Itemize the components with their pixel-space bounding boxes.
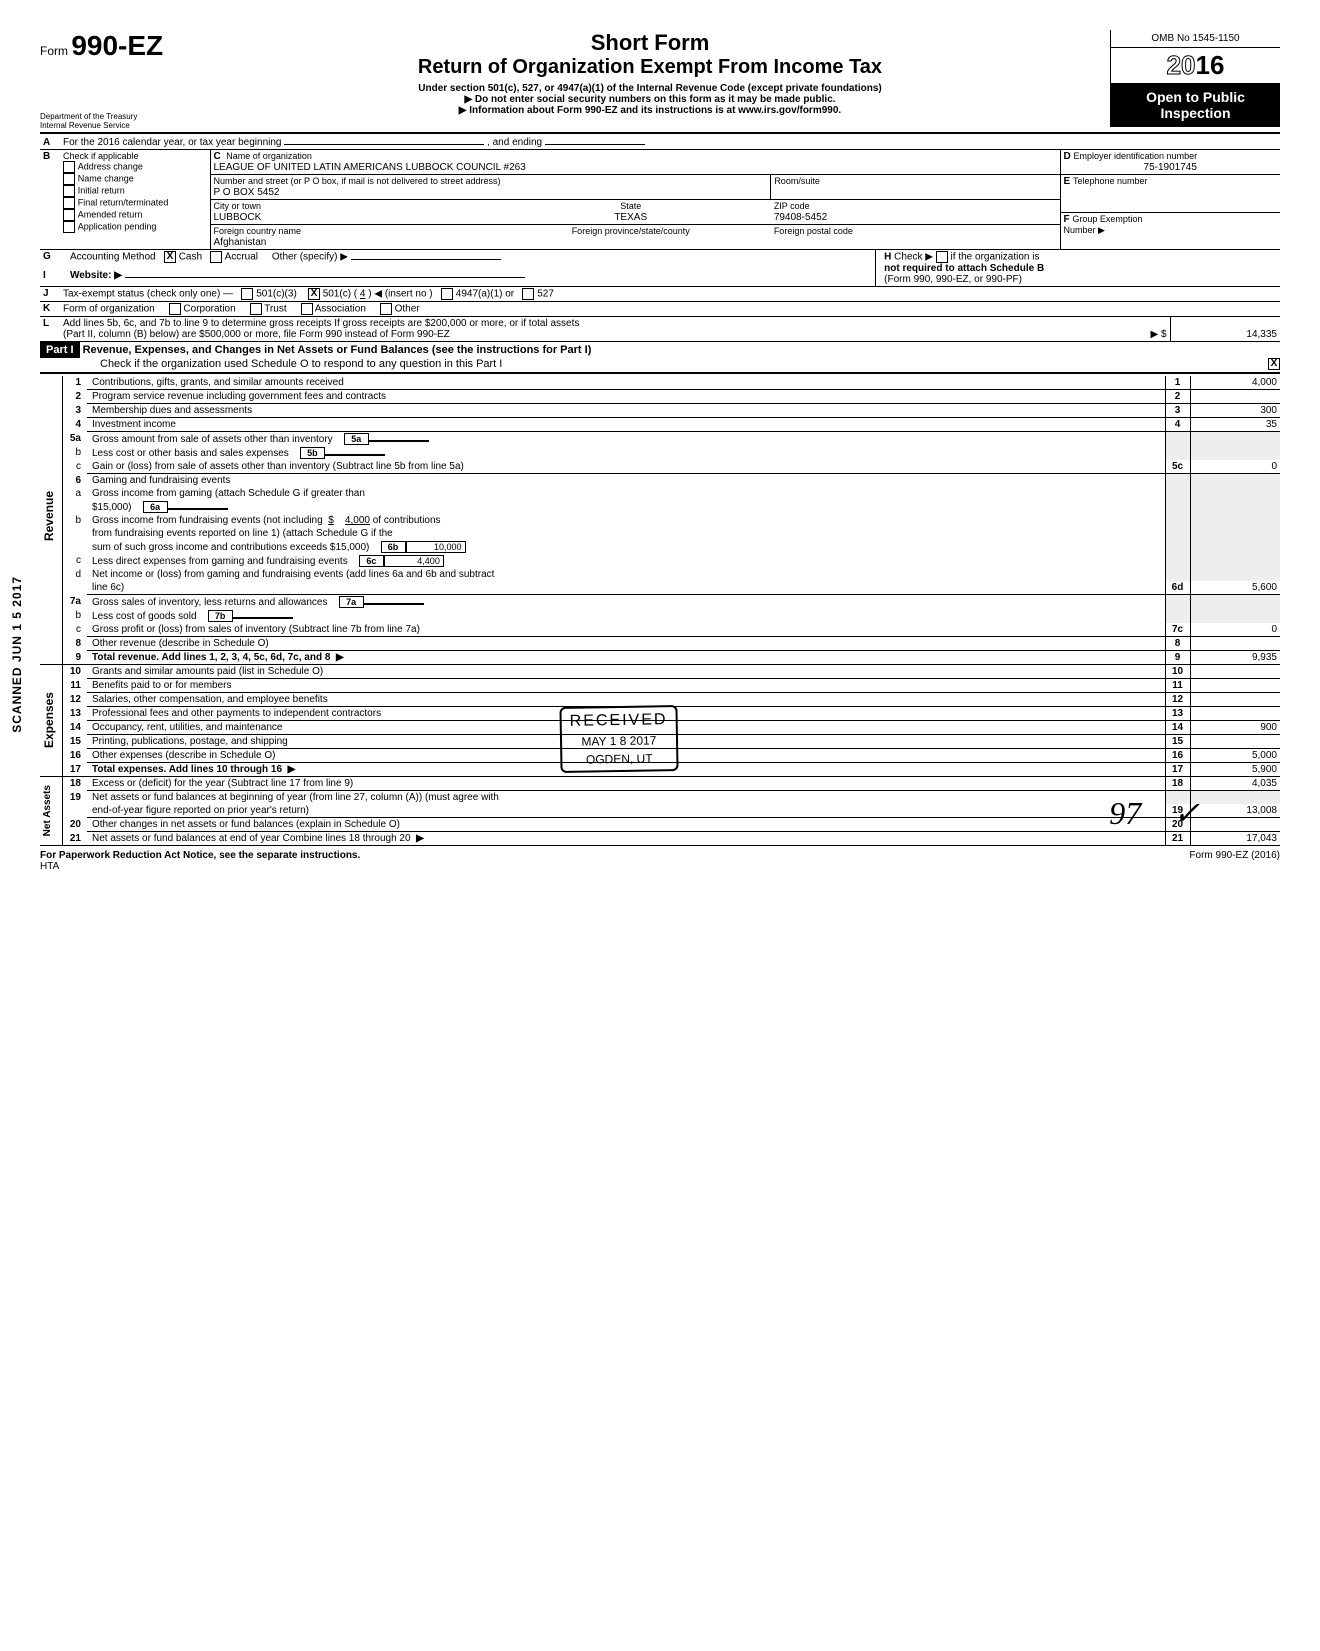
page-footer: For Paperwork Reduction Act Notice, see … <box>40 850 1280 872</box>
app-pending-checkbox[interactable] <box>63 221 75 233</box>
trust-checkbox[interactable] <box>250 303 262 315</box>
expenses-label: Expenses <box>40 687 58 753</box>
line-1-desc: Contributions, gifts, grants, and simila… <box>87 376 1165 390</box>
section-a-label: A <box>40 136 60 149</box>
state: TEXAS <box>614 212 647 223</box>
cash-checkbox[interactable]: X <box>164 251 176 263</box>
street-address: P O BOX 5452 <box>214 187 280 198</box>
amended-return-checkbox[interactable] <box>63 209 75 221</box>
line-14-amt: 900 <box>1190 721 1280 735</box>
identity-block: B Check if applicable Address change Nam… <box>40 150 1280 249</box>
form-header: Form 990-EZ Department of the Treasury I… <box>40 30 1280 130</box>
line-19-amt: 13,008 <box>1190 804 1280 818</box>
dept-label: Department of the Treasury <box>40 112 190 121</box>
other-org-checkbox[interactable] <box>380 303 392 315</box>
line-7c-amt: 0 <box>1190 623 1280 637</box>
4947-checkbox[interactable] <box>441 288 453 300</box>
line-6d-amt: 5,600 <box>1190 581 1280 595</box>
tax-year: 20201616 <box>1111 48 1280 83</box>
address-change-checkbox[interactable] <box>63 161 75 173</box>
foreign-country: Afghanistan <box>214 237 267 248</box>
short-form-title: Short Form <box>200 30 1100 56</box>
schedule-o-checkbox[interactable]: X <box>1268 358 1280 370</box>
section-a: A For the 2016 calendar year, or tax yea… <box>40 136 1280 149</box>
line-3-amt: 300 <box>1190 404 1280 418</box>
signature-mark: 97 ✓ <box>1109 794 1200 832</box>
name-change-checkbox[interactable] <box>63 173 75 185</box>
g-through-l: G Accounting Method X Cash Accrual Other… <box>40 250 1280 286</box>
zip: 79408-5452 <box>774 212 827 223</box>
section-b-label: B <box>40 150 60 249</box>
assoc-checkbox[interactable] <box>301 303 313 315</box>
subtitle-1: Under section 501(c), 527, or 4947(a)(1)… <box>200 83 1100 94</box>
received-stamp: RECEIVED MAY 1 8 2017 OGDEN, UT <box>560 706 678 772</box>
501c-checkbox[interactable]: X <box>308 288 320 300</box>
line-6b-amt: 10,000 <box>406 541 466 553</box>
line-21-amt: 17,043 <box>1190 832 1280 846</box>
final-return-checkbox[interactable] <box>63 197 75 209</box>
line-5c-amt: 0 <box>1190 460 1280 474</box>
subtitle-2: ▶ Do not enter social security numbers o… <box>200 94 1100 105</box>
527-checkbox[interactable] <box>522 288 534 300</box>
line-9-amt: 9,935 <box>1190 651 1280 665</box>
scanned-stamp: SCANNED JUN 1 5 2017 <box>10 576 24 733</box>
sched-b-checkbox[interactable] <box>936 251 948 263</box>
ein: 75-1901745 <box>1064 162 1278 173</box>
org-name: LEAGUE OF UNITED LATIN AMERICANS LUBBOCK… <box>214 162 526 173</box>
omb-number: OMB No 1545-1150 <box>1111 30 1280 48</box>
accrual-checkbox[interactable] <box>210 251 222 263</box>
city: LUBBOCK <box>214 212 262 223</box>
line-17-amt: 5,900 <box>1190 763 1280 777</box>
irs-label: Internal Revenue Service <box>40 121 190 130</box>
line-6c-amt: 4,400 <box>384 555 444 567</box>
line-1-amt: 4,000 <box>1190 376 1280 390</box>
line-4-amt: 35 <box>1190 418 1280 432</box>
return-title: Return of Organization Exempt From Incom… <box>200 56 1100 79</box>
part-1-header: Part I Revenue, Expenses, and Changes in… <box>40 342 1280 370</box>
check-if-applicable: Check if applicable <box>63 151 207 161</box>
corp-checkbox[interactable] <box>169 303 181 315</box>
gross-receipts: 14,335 <box>1170 317 1280 341</box>
form-number: Form 990-EZ <box>40 30 190 62</box>
revenue-label: Revenue <box>40 486 58 546</box>
501c3-checkbox[interactable] <box>241 288 253 300</box>
initial-return-checkbox[interactable] <box>63 185 75 197</box>
subtitle-3: ▶ Information about Form 990-EZ and its … <box>200 105 1100 116</box>
line-16-amt: 5,000 <box>1190 749 1280 763</box>
open-to-public: Open to Public Inspection <box>1111 83 1280 127</box>
net-assets-label: Net Assets <box>40 780 55 841</box>
part-1-table: Revenue 1 Contributions, gifts, grants, … <box>40 376 1280 846</box>
line-18-amt: 4,035 <box>1190 777 1280 791</box>
